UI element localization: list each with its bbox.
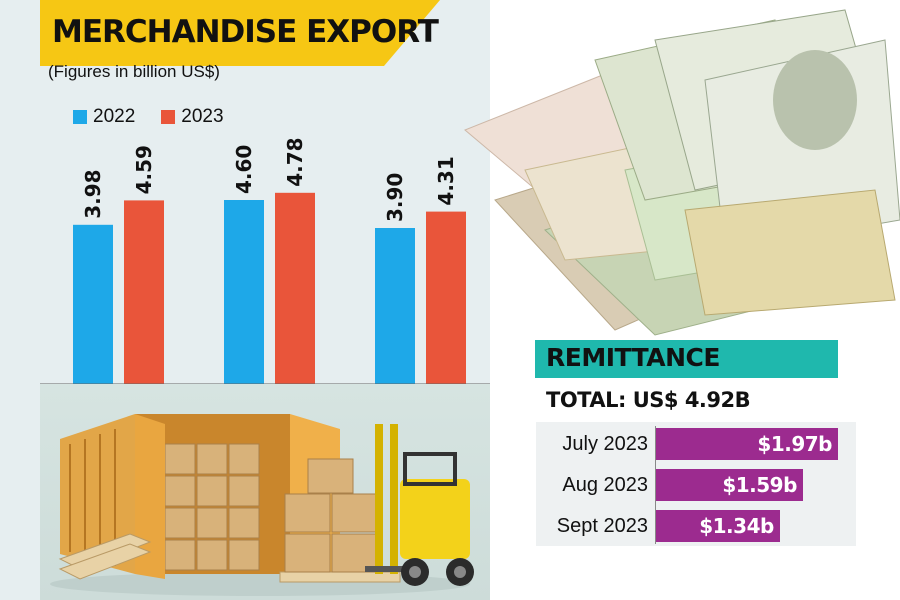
remittance-total: TOTAL: US$ 4.92B — [546, 388, 751, 412]
bar-september-2023 — [426, 211, 466, 384]
legend: 2022 2023 — [73, 106, 224, 128]
remittance-title: REMITTANCE — [546, 343, 720, 372]
bar-august-2023 — [275, 192, 315, 384]
remittance-value-july: $1.97b — [757, 432, 832, 456]
value-label-july-2023: 4.59 — [132, 145, 156, 194]
value-label-july-2022: 3.98 — [81, 169, 105, 218]
bar-july-2022 — [73, 224, 113, 384]
remittance-value-sept: $1.34b — [699, 514, 774, 538]
remittance-bar-july: $1.97b — [656, 428, 838, 460]
legend-swatch-2022 — [73, 110, 87, 124]
legend-label-2022: 2022 — [93, 106, 136, 127]
value-label-september-2023: 4.31 — [434, 156, 458, 205]
remittance-label-sept: Sept 2023 — [556, 514, 648, 537]
remittance-row-sept: Sept 2023 $1.34b — [536, 510, 780, 542]
remittance-bar-aug: $1.59b — [656, 469, 803, 501]
legend-swatch-2023 — [161, 110, 176, 124]
bar-july-2023 — [124, 200, 164, 384]
title-band — [40, 0, 440, 66]
legend-item-2022: 2022 — [73, 106, 135, 128]
remittance-label-aug: Aug 2023 — [562, 473, 648, 496]
bar-september-2022 — [375, 228, 415, 384]
remittance-band — [535, 340, 838, 378]
remittance-axis — [655, 426, 656, 544]
chart-title: MERCHANDISE EXPORT — [52, 14, 439, 50]
legend-item-2023: 2023 — [161, 106, 224, 128]
value-label-august-2023: 4.78 — [283, 137, 307, 186]
value-label-september-2022: 3.90 — [383, 173, 407, 222]
remittance-row-aug: Aug 2023 $1.59b — [536, 469, 803, 501]
banknotes-illustration — [455, 0, 900, 340]
remittance-value-aug: $1.59b — [722, 473, 797, 497]
chart-subtitle: (Figures in billion US$) — [48, 62, 220, 81]
cargo-illustration — [40, 384, 490, 600]
legend-label-2023: 2023 — [181, 106, 224, 127]
remittance-label-july: July 2023 — [562, 432, 648, 455]
bar-august-2022 — [224, 200, 264, 384]
export-bar-chart: 3.984.59July4.604.78August3.904.31Septem… — [40, 137, 490, 412]
value-label-august-2022: 4.60 — [232, 145, 256, 194]
remittance-row-july: July 2023 $1.97b — [536, 428, 838, 460]
remittance-bar-sept: $1.34b — [656, 510, 780, 542]
